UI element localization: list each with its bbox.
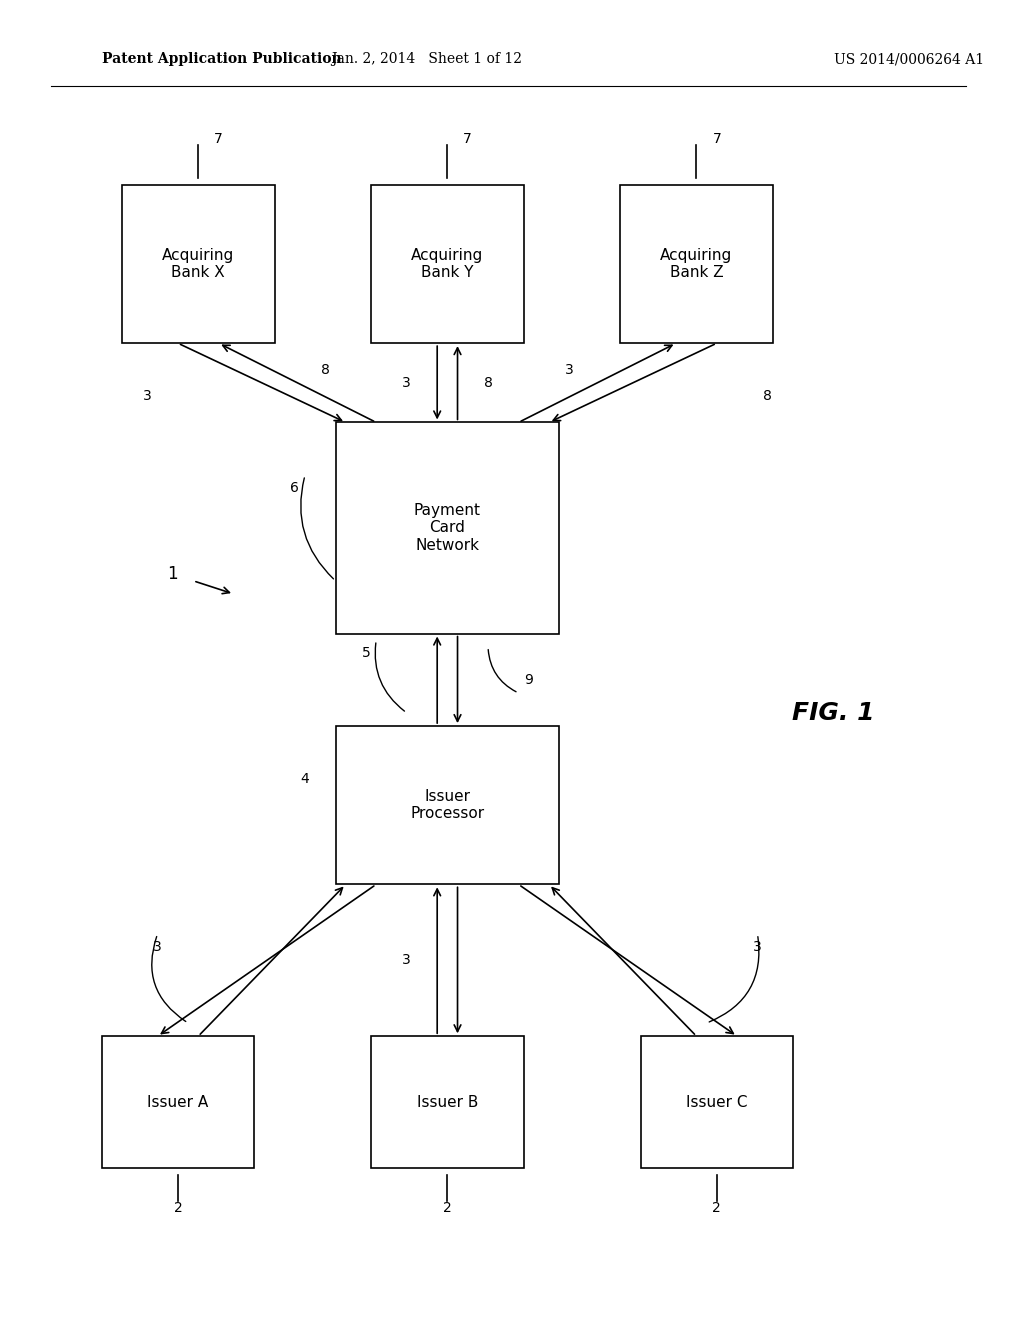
Text: 7: 7 [713, 132, 721, 145]
Text: 3: 3 [565, 363, 573, 376]
Text: Acquiring
Bank X: Acquiring Bank X [162, 248, 234, 280]
FancyBboxPatch shape [336, 422, 559, 634]
FancyBboxPatch shape [641, 1036, 793, 1168]
Text: 8: 8 [483, 376, 493, 389]
Text: FIG. 1: FIG. 1 [793, 701, 874, 725]
Text: Acquiring
Bank Y: Acquiring Bank Y [412, 248, 483, 280]
Text: 8: 8 [321, 363, 330, 376]
Text: Payment
Card
Network: Payment Card Network [414, 503, 481, 553]
Text: 2: 2 [713, 1201, 721, 1214]
Text: 4: 4 [301, 772, 309, 785]
FancyBboxPatch shape [621, 185, 773, 343]
Text: Patent Application Publication: Patent Application Publication [101, 53, 341, 66]
FancyBboxPatch shape [371, 185, 523, 343]
FancyBboxPatch shape [101, 1036, 254, 1168]
Text: 7: 7 [463, 132, 472, 145]
Text: 3: 3 [143, 389, 152, 403]
Text: 3: 3 [154, 940, 162, 954]
Text: US 2014/0006264 A1: US 2014/0006264 A1 [834, 53, 984, 66]
Text: 3: 3 [753, 940, 762, 954]
Text: 5: 5 [361, 647, 371, 660]
FancyBboxPatch shape [122, 185, 274, 343]
Text: 6: 6 [291, 482, 299, 495]
Text: 8: 8 [763, 389, 772, 403]
Text: 2: 2 [173, 1201, 182, 1214]
FancyBboxPatch shape [336, 726, 559, 884]
Text: Acquiring
Bank Z: Acquiring Bank Z [660, 248, 732, 280]
Text: Issuer C: Issuer C [686, 1094, 748, 1110]
Text: 3: 3 [402, 953, 411, 968]
Text: 2: 2 [443, 1201, 452, 1214]
Text: Issuer
Processor: Issuer Processor [411, 789, 484, 821]
Text: 1: 1 [168, 565, 178, 583]
Text: 3: 3 [402, 376, 411, 389]
Text: Jan. 2, 2014   Sheet 1 of 12: Jan. 2, 2014 Sheet 1 of 12 [332, 53, 522, 66]
Text: Issuer A: Issuer A [147, 1094, 209, 1110]
Text: 7: 7 [214, 132, 223, 145]
Text: Issuer B: Issuer B [417, 1094, 478, 1110]
FancyBboxPatch shape [371, 1036, 523, 1168]
Text: 9: 9 [524, 673, 534, 686]
